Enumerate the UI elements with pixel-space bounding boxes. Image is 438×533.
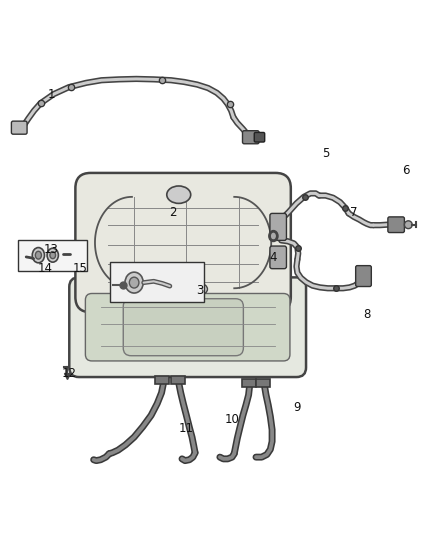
Text: 13: 13	[44, 243, 59, 256]
Ellipse shape	[32, 247, 45, 263]
Bar	[256, 379, 270, 387]
FancyBboxPatch shape	[254, 133, 265, 142]
FancyBboxPatch shape	[75, 173, 291, 312]
Ellipse shape	[167, 186, 191, 204]
Text: 8: 8	[363, 308, 371, 321]
Text: 10: 10	[225, 413, 240, 426]
FancyBboxPatch shape	[85, 294, 290, 361]
Ellipse shape	[194, 284, 208, 295]
Text: 11: 11	[179, 422, 194, 435]
Text: 14: 14	[37, 262, 53, 275]
Text: 4: 4	[270, 251, 277, 264]
Text: 1: 1	[48, 88, 55, 101]
Bar	[155, 376, 170, 384]
FancyBboxPatch shape	[388, 217, 404, 232]
Bar	[84, 182, 282, 303]
Ellipse shape	[35, 251, 42, 259]
FancyBboxPatch shape	[356, 265, 371, 287]
Text: 5: 5	[322, 147, 329, 160]
FancyBboxPatch shape	[123, 298, 244, 356]
Bar	[242, 379, 255, 387]
Text: 2: 2	[170, 206, 177, 219]
FancyBboxPatch shape	[243, 131, 259, 144]
Ellipse shape	[47, 248, 58, 262]
FancyBboxPatch shape	[270, 213, 286, 240]
Bar	[18, 239, 87, 271]
Ellipse shape	[404, 221, 412, 229]
Text: 9: 9	[293, 401, 301, 415]
Bar	[110, 262, 204, 302]
Text: 15: 15	[72, 262, 87, 275]
FancyBboxPatch shape	[270, 246, 286, 269]
Ellipse shape	[50, 252, 56, 259]
Text: 3: 3	[196, 284, 203, 297]
Bar	[171, 376, 185, 384]
Text: 6: 6	[403, 164, 410, 177]
FancyBboxPatch shape	[69, 277, 306, 377]
Ellipse shape	[125, 272, 143, 293]
Ellipse shape	[129, 277, 139, 288]
Text: 12: 12	[61, 367, 76, 379]
FancyBboxPatch shape	[11, 121, 27, 134]
Text: 7: 7	[350, 206, 358, 219]
